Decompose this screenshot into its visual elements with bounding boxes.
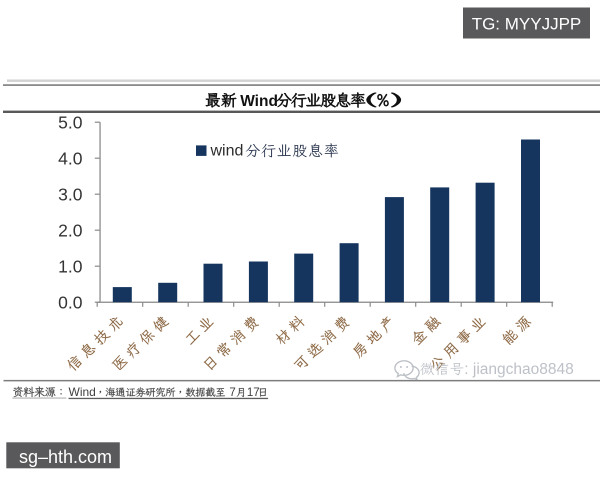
svg-text:3.0: 3.0 <box>58 184 83 204</box>
svg-text:0.0: 0.0 <box>58 292 83 312</box>
svg-text:sg–hth.com: sg–hth.com <box>19 447 112 467</box>
svg-text:17: 17 <box>247 387 260 399</box>
svg-text:TG: MYYJJPP: TG: MYYJJPP <box>472 15 582 34</box>
svg-text:1.0: 1.0 <box>58 256 83 276</box>
svg-text:4.0: 4.0 <box>58 148 83 168</box>
svg-text:7: 7 <box>229 387 235 399</box>
svg-text:2.0: 2.0 <box>58 220 83 240</box>
svg-text:Wind: Wind <box>69 385 96 399</box>
svg-text:wind: wind <box>210 143 244 160</box>
svg-text:Wind: Wind <box>240 93 278 110</box>
svg-text:: jiangchao8848: : jiangchao8848 <box>464 361 573 378</box>
svg-text:5.0: 5.0 <box>58 112 83 132</box>
